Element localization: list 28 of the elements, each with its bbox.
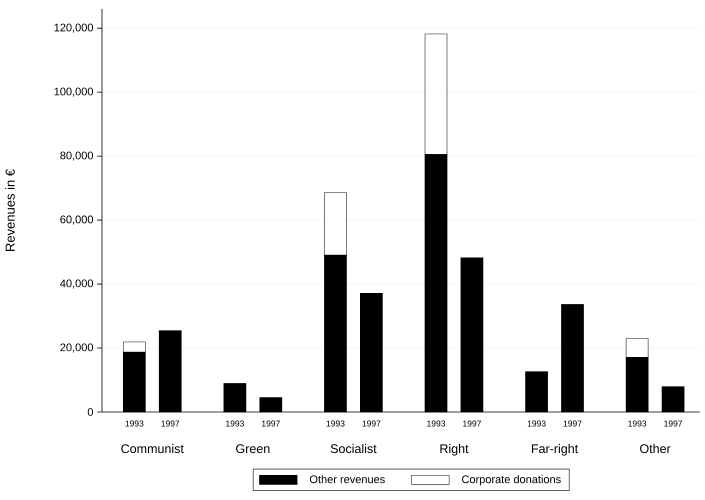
x-tick-label: 1993 — [126, 420, 144, 427]
y-tick-label: 20,000 — [60, 343, 94, 353]
x-tick-label: 1997 — [161, 420, 180, 427]
text: Socialist — [330, 444, 377, 454]
y-tick-label: 40,000 — [60, 280, 94, 289]
text: Green — [236, 444, 270, 454]
y-axis-title: Revenues in € — [5, 169, 15, 251]
x-tick-label: 1993 — [326, 420, 345, 427]
y-tick-label: 60,000 — [60, 216, 94, 225]
y-tick-label: 0 — [88, 408, 94, 416]
text: Communist — [121, 444, 184, 454]
legend-label: Other revenues — [310, 475, 385, 484]
x-tick-label: 1997 — [262, 420, 280, 427]
text: Other — [640, 444, 671, 454]
legend-label: Corporate donations — [462, 475, 561, 486]
x-tick-label: 1993 — [528, 420, 546, 427]
x-tick-label: 1993 — [427, 420, 446, 427]
x-tick-label: 1997 — [664, 420, 682, 427]
text: Far-right — [532, 444, 578, 456]
y-tick-label: 80,000 — [60, 152, 94, 161]
x-tick-label: 1997 — [463, 420, 481, 427]
x-tick-label: 1993 — [226, 420, 244, 427]
text: Right — [440, 444, 468, 456]
x-tick-label: 1997 — [362, 420, 380, 427]
x-tick-label: 1997 — [564, 420, 582, 427]
y-tick-label: 120,000 — [54, 24, 94, 33]
x-tick-label: 1993 — [628, 420, 646, 427]
y-tick-label: 100,000 — [54, 88, 94, 97]
